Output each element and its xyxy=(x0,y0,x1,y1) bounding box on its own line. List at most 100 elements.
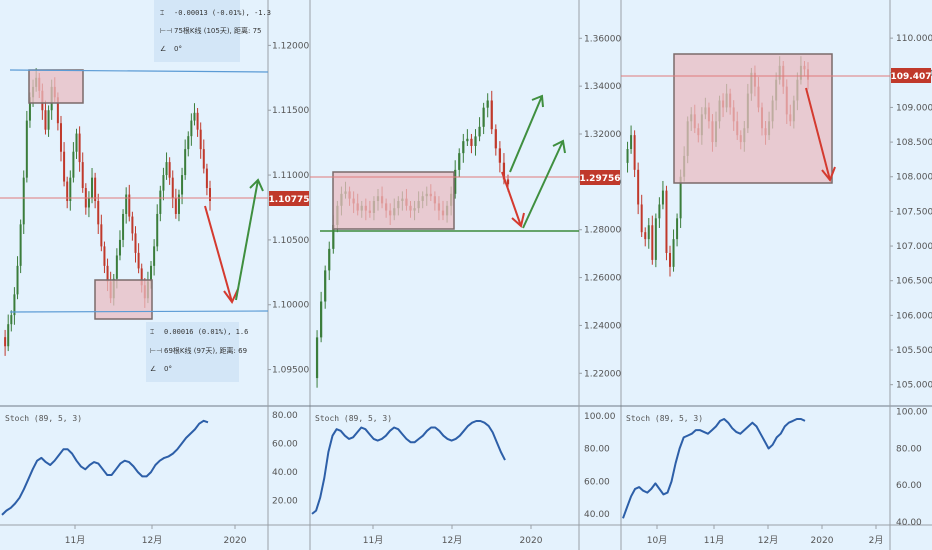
stoch-tick-label: 80.00 xyxy=(584,445,610,455)
measure-bottom-line2: 69根K线 (97天), 距离: 69 xyxy=(164,346,247,355)
candle-body xyxy=(10,315,13,325)
price-tick-label: 1.26000 xyxy=(584,274,621,284)
time-tick-label: 2020 xyxy=(811,536,834,546)
stoch-line xyxy=(1,419,209,516)
usdjpy-time-axis: 10月 11月 12月 2020 2月 xyxy=(647,525,884,546)
stoch-tick-label: 80.00 xyxy=(896,444,922,454)
candle-body xyxy=(81,162,84,189)
candle-body xyxy=(199,129,202,150)
candle-body xyxy=(63,151,66,182)
measure-bottom-angle-icon: ∠ xyxy=(150,365,156,373)
candle-body xyxy=(506,179,510,185)
usdjpy-price-tag xyxy=(891,68,931,83)
candle-body xyxy=(647,225,650,240)
candle-body xyxy=(13,294,16,316)
gbpusd-stoch-label: Stoch (89, 5, 3) xyxy=(315,414,392,423)
eurusd-price-tag xyxy=(269,191,309,206)
candle-body xyxy=(470,138,473,146)
price-tick-label: 106.500 xyxy=(896,277,932,287)
candle-body xyxy=(486,100,489,108)
candle-body xyxy=(181,175,184,195)
candle-body xyxy=(454,169,457,194)
candle-body xyxy=(474,136,477,146)
usdjpy-down-arrow xyxy=(805,87,831,181)
price-tick-label: 108.000 xyxy=(896,173,932,183)
eurusd-stoch-label: Stoch (89, 5, 3) xyxy=(5,414,82,423)
candle-body xyxy=(72,151,75,178)
measure-box-bottom: ⌶ 0.00016 (0.01%), 1.6 ⊢⊣ 69根K线 (97天), 距… xyxy=(146,322,248,382)
candle-body xyxy=(159,190,162,214)
candle-body xyxy=(498,148,501,163)
price-tick-label: 1.11000 xyxy=(272,171,309,181)
price-tick-label: 1.11500 xyxy=(272,106,309,116)
candle-body xyxy=(122,213,125,240)
candle-body xyxy=(75,133,78,152)
price-tick-label: 107.500 xyxy=(896,207,932,217)
candle-body xyxy=(69,177,72,201)
price-tick-label: 108.500 xyxy=(896,138,932,148)
candle-body xyxy=(16,265,19,295)
price-tick-label: 1.09500 xyxy=(272,366,309,376)
candle-body xyxy=(94,177,97,201)
candle-body xyxy=(103,246,106,266)
candle-body xyxy=(165,162,168,176)
candle-body xyxy=(462,141,465,154)
candle-body xyxy=(153,246,156,266)
gbpusd-up-arrow-2-head xyxy=(552,139,566,154)
usdjpy-stoch: 100.00 80.00 60.00 40.00 xyxy=(622,408,928,528)
candle-body xyxy=(150,265,153,282)
candle-body xyxy=(131,216,134,234)
candle-body xyxy=(676,218,679,240)
stoch-tick-label: 60.00 xyxy=(584,477,610,487)
measure-top-line2: 75根K线 (105天), 距离: 75 xyxy=(174,26,262,35)
candle-body xyxy=(654,218,657,260)
eurusd-price-axis: 1.12000 1.11500 1.11000 1.10500 1.10000 1.095… xyxy=(268,41,309,376)
gbpusd-stoch: 100.00 80.00 60.00 40.00 xyxy=(311,412,616,520)
candle-body xyxy=(177,194,180,214)
candle-body xyxy=(332,224,335,249)
stoch-line xyxy=(311,420,506,515)
candle-body xyxy=(626,149,629,163)
eurusd-resistance-line xyxy=(9,69,269,73)
candle-body xyxy=(137,252,140,269)
eurusd-up-arrow xyxy=(235,179,259,301)
usdjpy-stoch-label: Stoch (89, 5, 3) xyxy=(626,414,703,423)
eurusd-zone-top xyxy=(28,69,84,104)
measure-top-bars-icon: ⊢⊣ xyxy=(160,27,172,35)
measure-top-angle-icon: ∠ xyxy=(160,45,166,53)
candle-body xyxy=(115,255,118,279)
panel-eurusd[interactable]: 1.12000 1.11500 1.11000 1.10500 1.10000 1.095… xyxy=(0,0,310,550)
usdjpy-price-tag-label: 109.407 xyxy=(891,72,932,82)
stoch-tick-label: 100.00 xyxy=(584,412,616,422)
candle-body xyxy=(205,168,208,189)
candle-body xyxy=(125,194,128,214)
price-tick-label: 106.000 xyxy=(896,311,932,321)
stoch-tick-label: 40.00 xyxy=(896,518,922,528)
gbpusd-price-tag xyxy=(580,170,620,185)
candle-body xyxy=(458,153,461,170)
gbpusd-down-arrow xyxy=(501,171,522,227)
candle-body xyxy=(193,112,196,121)
candle-body xyxy=(22,177,25,225)
time-tick-label: 2月 xyxy=(869,535,884,546)
price-tick-label: 110.000 xyxy=(896,34,932,44)
eurusd-price-tag-label: 1.10775 xyxy=(269,195,310,205)
gbpusd-up-arrow-1 xyxy=(509,95,543,173)
time-tick-label: 11月 xyxy=(704,535,724,546)
measure-bottom-bars-icon: ⊢⊣ xyxy=(150,347,162,355)
eurusd-down-arrow-head xyxy=(223,288,239,304)
candle-body xyxy=(106,265,109,282)
time-tick-label: 12月 xyxy=(442,535,462,546)
candle-body xyxy=(78,133,81,163)
price-tick-label: 1.12000 xyxy=(272,41,309,51)
candle-body xyxy=(47,110,50,130)
candle-body xyxy=(320,301,323,338)
candle-body xyxy=(669,252,671,267)
candle-body xyxy=(184,149,187,176)
gbpusd-down-arrow-head xyxy=(511,212,525,228)
panel-gbpusd[interactable]: 1.360001.340001.320001.300001.280001.260… xyxy=(310,0,621,550)
usdjpy-down-arrow-head xyxy=(821,166,836,182)
panel-usdjpy[interactable]: 110.000109.500109.000108.500108.000107.5… xyxy=(621,0,932,550)
candle-body xyxy=(202,149,205,169)
